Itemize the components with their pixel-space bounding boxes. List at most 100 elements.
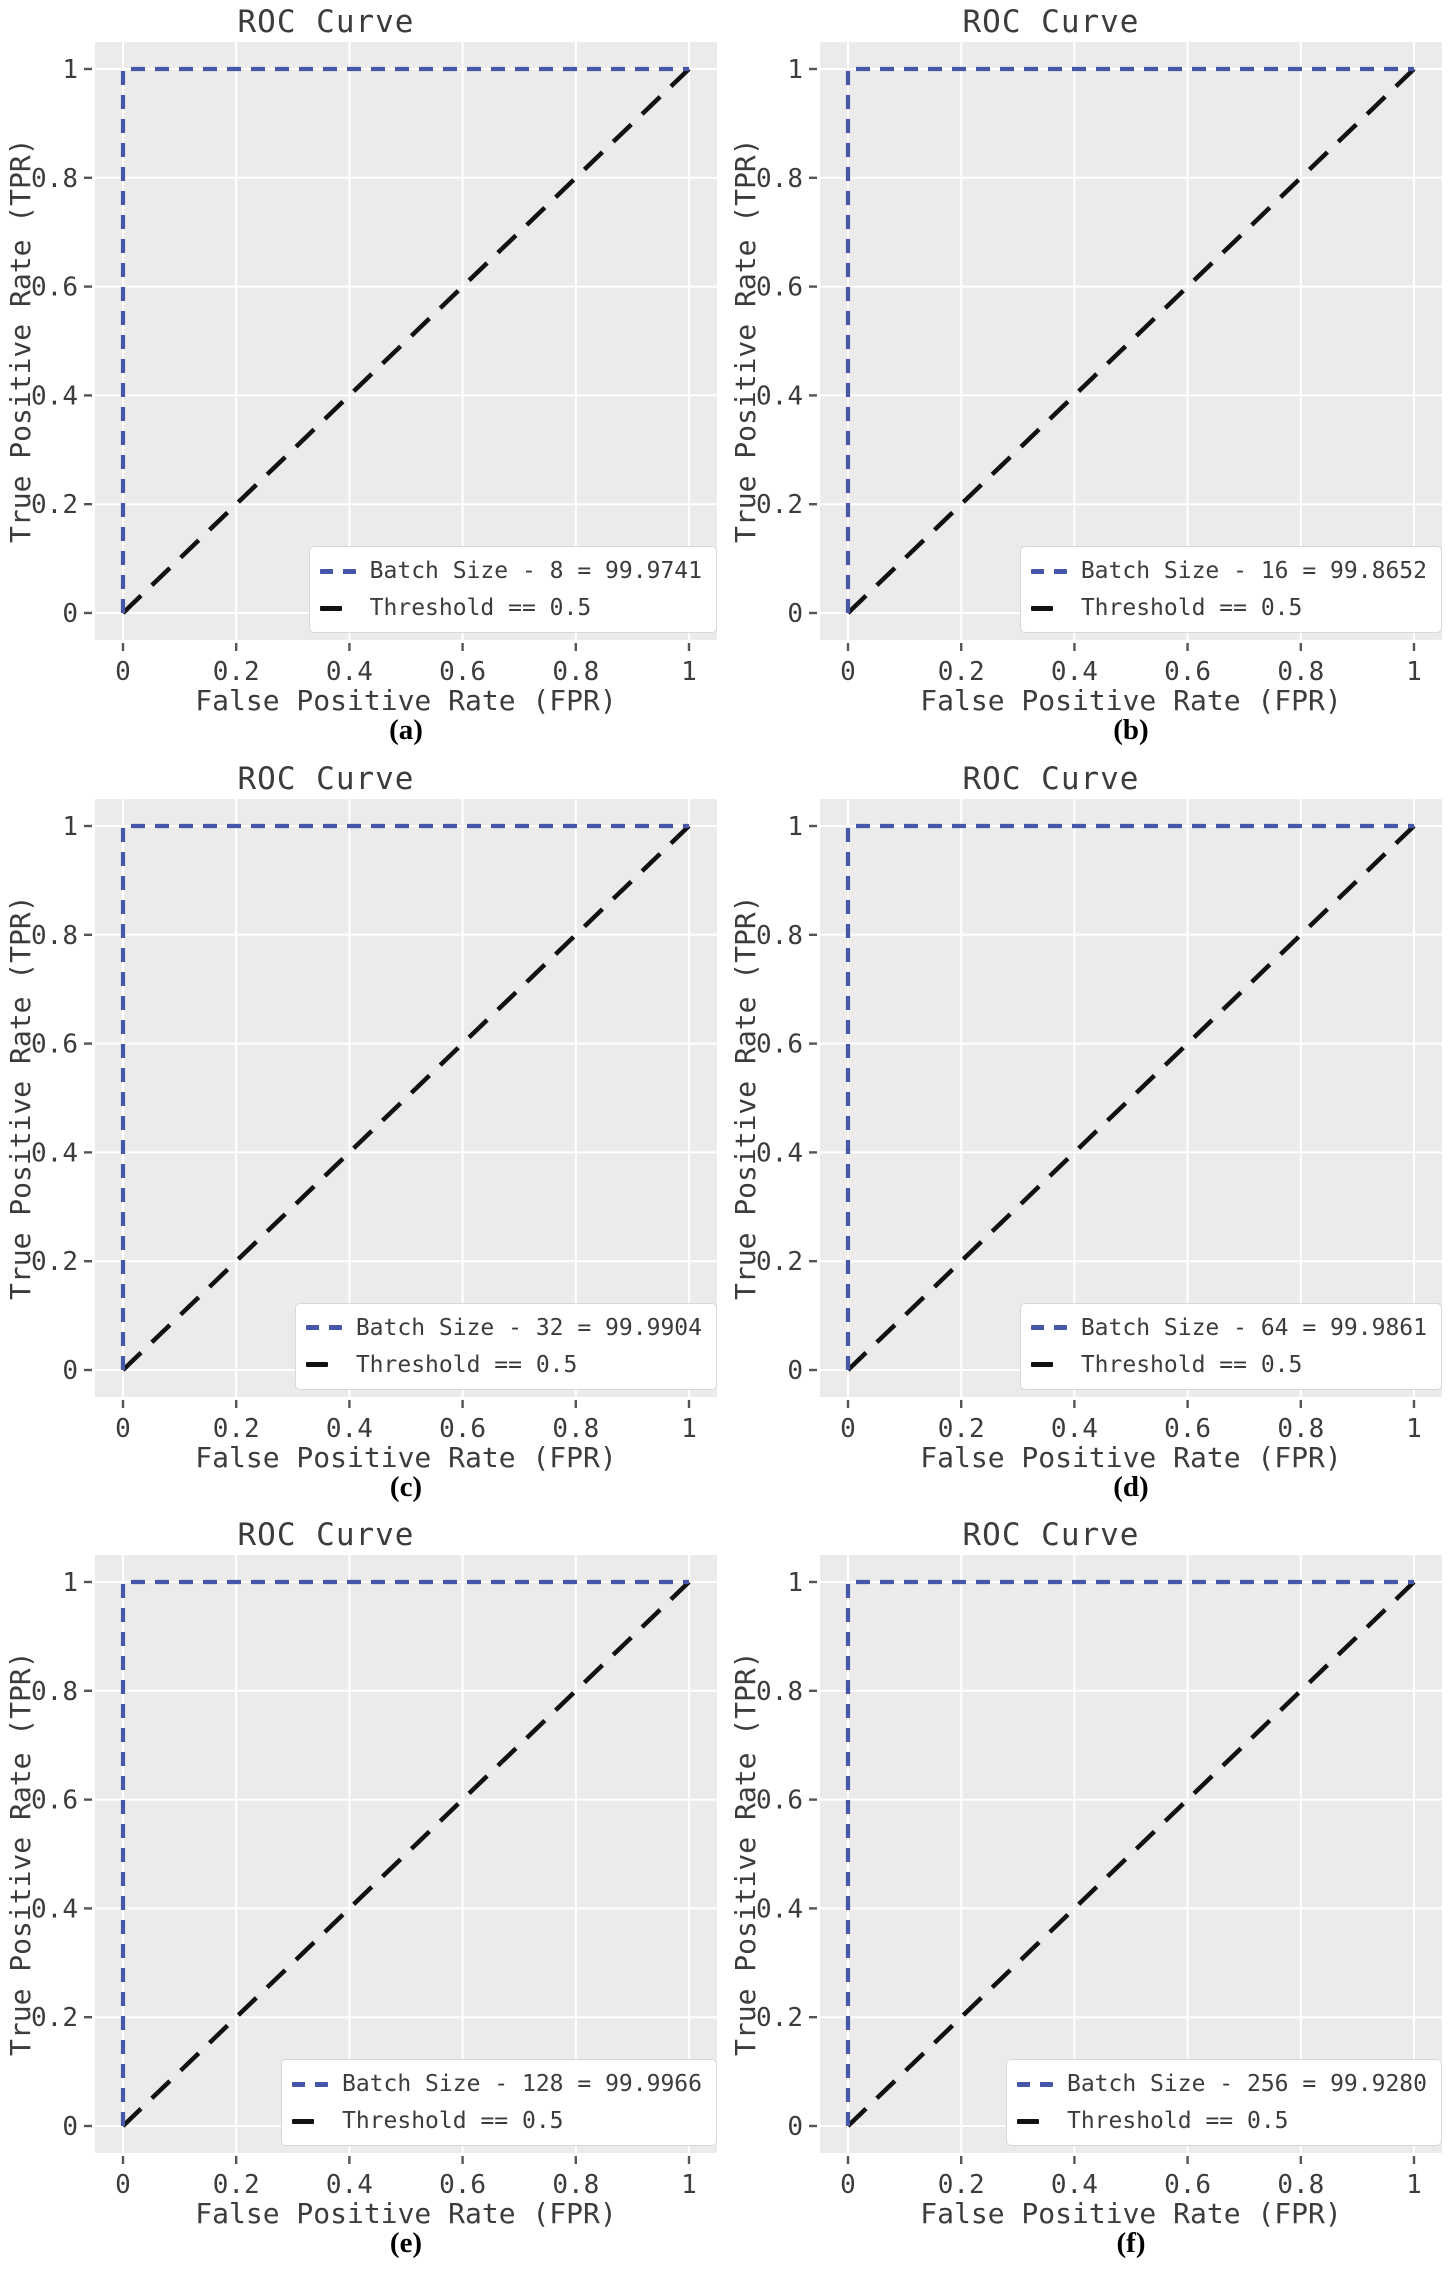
subplot-a: ROC Curve True Positive Rate (TPR) 0 0.2 0… (0, 0, 725, 757)
threshold-line (846, 67, 1416, 615)
x-tick-label: 0.2 (213, 2170, 260, 2200)
legend-threshold-marker (305, 1362, 346, 1368)
x-axis-label: False Positive Rate (FPR) (920, 1440, 1342, 1474)
legend-roc-marker (1016, 2081, 1057, 2087)
x-tick-label: 1 (681, 657, 697, 687)
y-axis-label: True Positive Rate (TPR) (729, 138, 762, 544)
x-tick-label: 0.6 (439, 2170, 486, 2200)
plot-title: ROC Curve (237, 4, 415, 40)
x-tick-label: 0.8 (1277, 2170, 1324, 2200)
y-tick-label: 0.8 (31, 920, 78, 950)
x-tick-label: 0 (115, 2170, 131, 2200)
x-tick-label: 0.2 (938, 2170, 985, 2200)
y-tick-label: 0.4 (756, 1895, 803, 1925)
legend-roc-marker (1030, 1325, 1071, 1331)
y-tick-label: 0.8 (756, 1677, 803, 1707)
x-tick-label: 0.2 (938, 657, 985, 687)
subplot-f: ROC Curve True Positive Rate (TPR) 0 0.2 0… (725, 1513, 1450, 2270)
legend: Batch Size - 64 = 99.9861 Threshold == 0… (1019, 1302, 1442, 1390)
y-tick-label: 1 (787, 1568, 803, 1598)
x-tick-label: 0.8 (552, 2170, 599, 2200)
threshold-line (846, 823, 1416, 1372)
y-tick-label: 0 (787, 599, 803, 629)
legend-item-threshold: Threshold == 0.5 (1030, 593, 1427, 623)
x-tick-label: 0.2 (938, 1414, 985, 1444)
plot-title: ROC Curve (962, 760, 1140, 797)
roc-curve-line (845, 823, 1414, 1370)
legend-item-roc: Batch Size - 16 = 99.8652 (1030, 556, 1427, 586)
y-axis-label: True Positive Rate (TPR) (4, 1651, 37, 2057)
subplot-e: ROC Curve True Positive Rate (TPR) 0 0.2 0… (0, 1513, 725, 2270)
legend: Batch Size - 8 = 99.9741 Threshold == 0.… (308, 546, 717, 633)
y-tick-label: 0.4 (31, 381, 78, 411)
y-tick-label: 0.2 (756, 2003, 803, 2033)
y-tick-label: 0.6 (31, 1029, 78, 1059)
y-tick-label: 0.8 (756, 920, 803, 950)
y-tick-label: 0 (787, 2112, 803, 2142)
y-tick-label: 0.4 (756, 1138, 803, 1168)
subfigure-caption-a: (a) (389, 714, 423, 746)
y-tick-label: 0.2 (756, 1247, 803, 1277)
legend-roc-marker (1030, 568, 1071, 574)
legend: Batch Size - 256 = 99.9280 Threshold == … (1005, 2059, 1442, 2147)
subfigure-caption-d: (d) (1113, 1470, 1149, 1503)
legend-threshold-marker (1030, 605, 1071, 611)
y-tick-label: 0.2 (31, 1247, 78, 1277)
y-axis-label: True Positive Rate (TPR) (4, 138, 37, 544)
legend-threshold-label: Threshold == 0.5 (369, 595, 592, 621)
roc-curve-line (120, 823, 689, 1370)
legend-roc-marker (291, 2081, 332, 2087)
y-tick-label: 0.2 (31, 490, 78, 520)
legend: Batch Size - 128 = 99.9966 Threshold == … (280, 2059, 717, 2147)
y-tick-label: 0.6 (756, 273, 803, 303)
y-tick-label: 0.6 (756, 1786, 803, 1816)
subfigure-caption-e: (e) (389, 2227, 423, 2260)
x-tick-label: 1 (1406, 2170, 1422, 2200)
plot-title: ROC Curve (237, 760, 415, 797)
legend-roc-label: Batch Size - 128 = 99.9966 (341, 2071, 702, 2098)
threshold-line (121, 823, 691, 1372)
x-tick-label: 0.4 (1051, 1414, 1098, 1444)
y-tick-label: 1 (62, 812, 78, 842)
legend-item-threshold: Threshold == 0.5 (305, 1350, 702, 1380)
legend-threshold-marker (291, 2118, 332, 2124)
subplot-b: ROC Curve True Positive Rate (TPR) 0 0.2 0… (725, 0, 1450, 757)
subfigure-caption-c: (c) (389, 1470, 423, 1503)
legend-roc-label: Batch Size - 64 = 99.9861 (1080, 1314, 1427, 1341)
legend-item-threshold: Threshold == 0.5 (1030, 1350, 1427, 1380)
legend: Batch Size - 32 = 99.9904 Threshold == 0… (294, 1302, 717, 1390)
roc-curve-line (845, 1580, 1414, 2127)
threshold-line (846, 1580, 1416, 2128)
legend-item-roc: Batch Size - 8 = 99.9741 (319, 556, 702, 586)
y-tick-label: 0 (62, 1356, 78, 1386)
y-tick-label: 0.4 (31, 1138, 78, 1168)
y-tick-label: 0.6 (31, 273, 78, 303)
x-axis-label: False Positive Rate (FPR) (920, 2197, 1342, 2231)
y-tick-label: 0 (62, 2112, 78, 2142)
x-axis-label: False Positive Rate (FPR) (195, 1440, 617, 1474)
x-tick-label: 0.4 (326, 1414, 373, 1444)
y-tick-label: 1 (62, 55, 78, 85)
legend-threshold-label: Threshold == 0.5 (1080, 1351, 1303, 1378)
x-axis-label: False Positive Rate (FPR) (195, 684, 617, 717)
x-tick-label: 0.4 (1051, 2170, 1098, 2200)
x-tick-label: 0.4 (326, 2170, 373, 2200)
x-tick-label: 0.6 (1164, 1414, 1211, 1444)
plot-area: 0 0.2 0.4 0.6 0.8 1 0 0.2 0.4 0.6 0.8 1 (31, 42, 717, 687)
subplot-d: ROC Curve True Positive Rate (TPR) 0 0.2 0… (725, 757, 1450, 1514)
x-tick-label: 0.8 (1277, 657, 1324, 687)
plot-area: 0 0.2 0.4 0.6 0.8 1 0 0.2 0.4 0.6 0.8 1 (31, 798, 717, 1444)
x-tick-label: 0.6 (439, 657, 486, 687)
legend-roc-marker (305, 1325, 346, 1331)
x-tick-label: 1 (681, 2170, 697, 2200)
plot-title: ROC Curve (962, 1517, 1140, 1554)
y-tick-label: 1 (62, 1568, 78, 1598)
legend-threshold-label: Threshold == 0.5 (1066, 2108, 1289, 2135)
x-tick-label: 0 (115, 657, 131, 687)
legend-threshold-marker (319, 605, 360, 611)
x-tick-label: 0.4 (1051, 657, 1098, 687)
x-tick-label: 0.6 (1164, 657, 1211, 687)
roc-curve-line (120, 1580, 689, 2127)
y-tick-label: 0.8 (756, 164, 803, 194)
